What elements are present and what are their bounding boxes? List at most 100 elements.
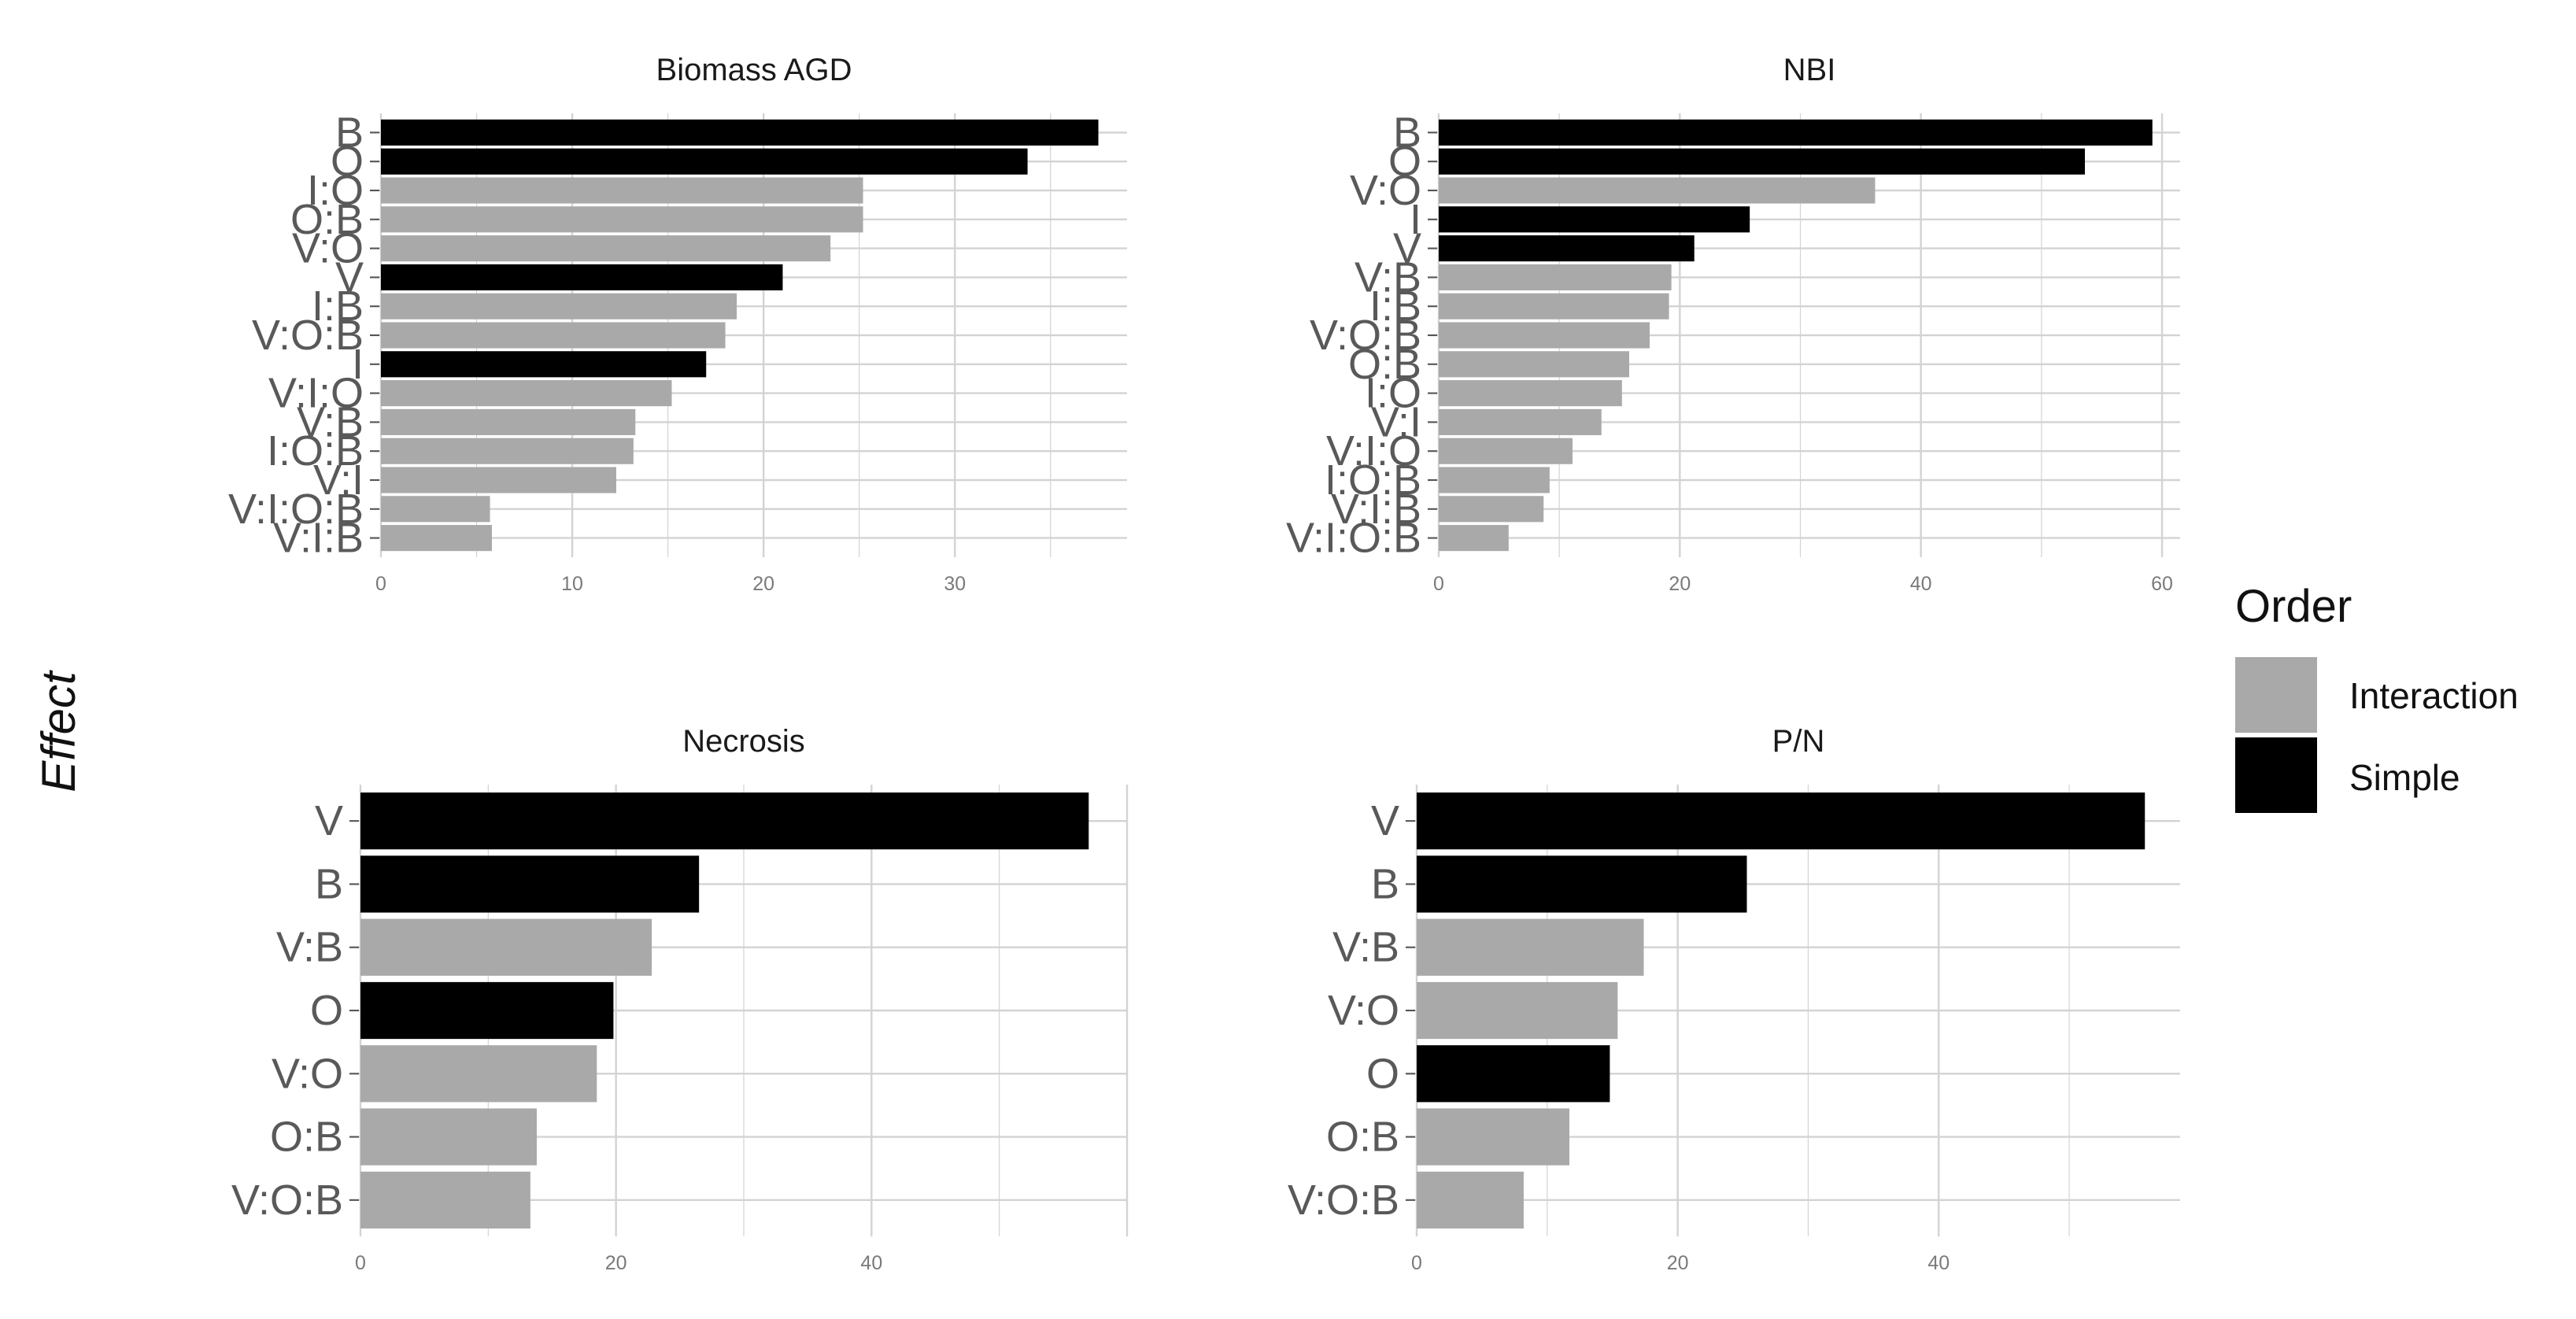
category-label: O:B (1348, 341, 1421, 388)
category-label: O:B (1326, 1114, 1399, 1161)
category-label: V:O (292, 225, 364, 272)
category-label: V:O:B (252, 312, 364, 359)
x-tick-label: 0 (1411, 1252, 1422, 1274)
category-label: V:I:O:B (228, 486, 364, 533)
x-tick-label: 0 (1433, 573, 1444, 595)
x-tick-label: 0 (355, 1252, 366, 1274)
category-label: V:I:B (1331, 486, 1421, 533)
chart-title-biomass-agd: Biomass AGD (656, 53, 852, 87)
category-label: V (315, 797, 343, 844)
panel-pn: P/N VB V:B V:O O O:B V:O:B 0 20 40 (1288, 724, 2180, 1274)
bar-i (1439, 206, 1750, 233)
category-label: O (310, 987, 343, 1034)
category-label: I:O:B (267, 427, 364, 475)
bar-v-i-o (1439, 438, 1573, 464)
bar-v (1439, 235, 1695, 262)
bar-o-b (1439, 351, 1630, 378)
category-label: O (331, 138, 364, 185)
category-label: V:I (1371, 398, 1421, 445)
legend-label-interaction: Interaction (2349, 675, 2519, 716)
category-label: V:I:O (268, 370, 364, 417)
category-label: O:B (270, 1114, 343, 1161)
panel-necrosis: Necrosis VB V:B O V:O O:B V:O:B 0 20 40 (231, 724, 1129, 1274)
category-label: O (1366, 1050, 1399, 1097)
legend: Order Interaction Simple (2235, 581, 2519, 813)
category-label: V:O (1328, 987, 1399, 1034)
bar-v-b (1439, 264, 1672, 290)
bar-v (1417, 793, 2145, 850)
legend-key-interaction (2235, 657, 2317, 733)
category-label: I (1410, 196, 1421, 243)
category-label: I (352, 341, 364, 388)
chart-title-p-n: P/N (1772, 724, 1825, 759)
bar-i-b (1439, 293, 1669, 320)
category-label: V:O (272, 1050, 343, 1097)
category-label: V:O:B (1310, 312, 1421, 359)
bar-v-o-b (360, 1171, 530, 1228)
category-label: V:I (313, 456, 364, 504)
x-tick-label: 20 (752, 573, 774, 595)
bar-v (381, 264, 783, 290)
bar-i-o (381, 177, 863, 204)
category-label: V:O:B (1288, 1177, 1399, 1224)
bar-o-b (381, 206, 863, 233)
legend-title: Order (2235, 581, 2352, 632)
bar-o (1417, 1045, 1610, 1103)
panel-biomass-agd: Biomass AGD BOI:OO:BV:OVI:BV:O:BIV:I:OV:B… (228, 53, 1127, 595)
bar-v-o (1439, 177, 1876, 204)
bar-o-b (360, 1108, 538, 1166)
bar-v-o (381, 235, 831, 262)
x-tick-label: 40 (1927, 1252, 1950, 1274)
panel-nbi: NBI BOV:OIVV:BI:BV:O:BO:BI:OV:IV:I:OI:O:B… (1286, 53, 2180, 595)
bar-v (360, 793, 1089, 850)
bar-v-b (381, 408, 636, 435)
legend-key-simple (2235, 737, 2317, 813)
bar-o (1439, 148, 2085, 175)
x-tick-label: 60 (2151, 573, 2173, 595)
category-label: V:B (1332, 924, 1399, 971)
category-label: I:O (307, 167, 364, 214)
bar-i-o (1439, 380, 1622, 407)
category-label: V (335, 253, 364, 301)
bar-v-o (360, 1045, 597, 1103)
category-label: B (1371, 860, 1399, 907)
category-label: I:O (1365, 370, 1421, 417)
category-label: V (1371, 797, 1399, 844)
category-label: V:O:B (231, 1177, 343, 1224)
bar-b (360, 855, 700, 913)
bar-v-i (1439, 408, 1602, 435)
bar-b (381, 119, 1099, 146)
bar-v-o (1417, 981, 1618, 1040)
bar-v-b (1417, 918, 1644, 976)
bar-v-i-o-b (1439, 525, 1509, 552)
x-tick-label: 0 (375, 573, 386, 595)
x-tick-label: 30 (944, 573, 966, 595)
bar-o-b (1417, 1108, 1569, 1166)
bar-v-i-o-b (381, 496, 490, 523)
category-label: I:B (312, 283, 364, 330)
category-label: B (1393, 109, 1421, 156)
category-label: I:O:B (1325, 456, 1421, 504)
bar-o (360, 981, 614, 1040)
category-label: V:O (1350, 167, 1421, 214)
bar-b (1439, 119, 2153, 146)
bar-v-b (360, 918, 652, 976)
category-label: B (315, 860, 343, 907)
legend-label-simple: Simple (2349, 757, 2460, 798)
bar-i-b (381, 293, 737, 320)
x-tick-label: 40 (860, 1252, 882, 1274)
chart-title-nbi: NBI (1783, 53, 1836, 87)
category-label: V:I:O:B (1286, 515, 1421, 562)
category-label: V:I:O (1326, 427, 1421, 475)
x-tick-label: 20 (605, 1252, 627, 1274)
bar-i (381, 351, 707, 378)
bar-b (1417, 855, 1747, 913)
bar-v-o-b (381, 322, 726, 349)
category-label: V:B (297, 398, 364, 445)
category-label: V:B (276, 924, 343, 971)
bar-i-o-b (381, 438, 634, 464)
x-tick-label: 20 (1669, 573, 1691, 595)
bar-v-i-b (381, 525, 492, 552)
category-label: V:B (1355, 253, 1421, 301)
